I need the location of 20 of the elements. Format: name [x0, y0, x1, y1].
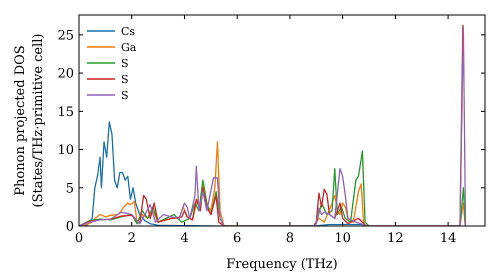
legend-label: Ga: [121, 41, 137, 54]
x-tick-label: 8: [286, 231, 294, 246]
y-tick-label: 10: [57, 143, 74, 158]
legend-label: S: [121, 57, 129, 70]
y-tick-label: 5: [66, 181, 74, 196]
x-tick-label: 14: [440, 231, 456, 246]
y-axis-title: Phonon projected DOS (States/THz·primitive cell): [13, 33, 46, 208]
x-tick-label: 10: [334, 231, 351, 246]
x-tick-label: 4: [180, 231, 189, 246]
legend-label: S: [121, 73, 129, 86]
y-tick-label: 20: [57, 66, 74, 82]
x-tick-label: 6: [233, 231, 242, 246]
x-axis-title: Frequency (THz): [226, 257, 338, 272]
legend-label: S: [121, 89, 129, 102]
y-tick-label: 25: [57, 28, 74, 44]
y-tick-label: 0: [66, 220, 74, 234]
legend-label: Cs: [121, 25, 136, 38]
x-tick-label: 12: [387, 231, 404, 246]
x-tick-label: 2: [128, 231, 136, 246]
y-tick-label: 15: [57, 104, 74, 120]
